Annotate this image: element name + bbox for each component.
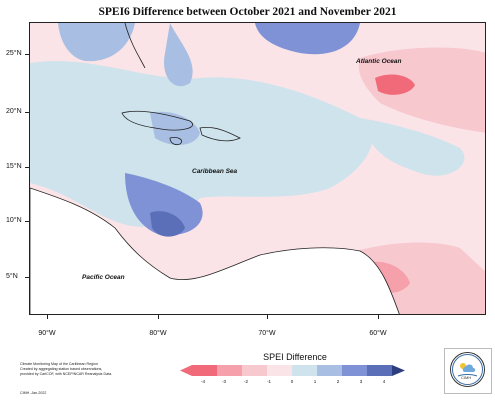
map-canvas: Atlantic Ocean Caribbean Sea Pacific Oce… [30,23,485,314]
legend-arrow-left [180,365,192,376]
logo-text: CIMH [461,375,472,380]
light-blue-zone [360,118,465,176]
hispaniola-outline [199,126,241,142]
map-title: SPEI6 Difference between October 2021 an… [98,6,397,18]
legend-tick: -1 [266,379,272,384]
legend-tick: 4 [382,379,386,384]
dark-blue-zone [150,211,185,237]
label-caribbean: Caribbean Sea [192,168,238,175]
lat-tick [25,54,29,55]
legend-tick: -3 [221,379,227,384]
lat-label-10: 10°N [6,217,22,224]
legend-swatch [317,365,342,376]
legend-title: SPEI Difference [263,352,327,362]
lat-label-15: 15°N [6,163,22,170]
legend-swatch [267,365,292,376]
legend-tick: 2 [336,379,340,384]
lon-tick [267,315,268,319]
spei-map: Atlantic Ocean Caribbean Sea Pacific Oce… [29,22,486,315]
land-south [30,187,400,314]
lat-label-5: 5°N [6,273,18,280]
lon-label-70: 70°W [258,330,276,337]
label-pacific: Pacific Ocean [82,274,125,281]
footer-date: CIMH -Jan-2022 [20,391,47,395]
red-zone [375,74,415,95]
blue-zone [58,23,135,62]
legend-swatch [342,365,367,376]
legend-tick: 0 [290,379,294,384]
legend-tick: 3 [359,379,363,384]
footer-line-2: Created by aggregating station based obs… [20,367,103,372]
jamaica-outline [169,137,183,146]
lon-label-80: 80°W [149,330,167,337]
legend-colorbar [180,365,405,376]
blue-zone [164,23,193,87]
legend-swatch [292,365,317,376]
footer-line-1: Climate Monitoring Map of the Caribbean … [20,362,98,366]
legend-tick: 1 [313,379,317,384]
legend-swatch [242,365,267,376]
pink-zone [358,47,485,133]
cuba-outline [121,110,193,131]
blue-zone [125,173,203,236]
lon-label-90: 90°W [38,330,56,337]
lon-tick [378,315,379,319]
lon-tick [158,315,159,319]
florida-outline [124,23,146,69]
legend-swatch [217,365,242,376]
legend-swatch [367,365,392,376]
lat-label-25: 25°N [6,50,22,57]
legend-swatch [192,365,217,376]
lat-tick [25,112,29,113]
footer-notes: Climate Monitoring Map of the Caribbean … [20,362,170,378]
lon-tick [47,315,48,319]
light-blue-zone [30,60,373,227]
lat-label-20: 20°N [6,108,22,115]
footer-line-3: provided by CariCOF, with NCEP/NCAR Rean… [20,372,113,377]
lat-tick [25,277,29,278]
legend-tick: -4 [200,379,206,384]
cimh-logo-icon [450,352,485,387]
lat-tick [25,221,29,222]
blue-zone [255,23,360,55]
legend-tick: -2 [243,379,249,384]
lat-tick [25,167,29,168]
legend-arrow-right [392,365,405,376]
lon-label-60: 60°W [369,330,387,337]
label-atlantic: Atlantic Ocean [355,58,402,65]
logo-graphic [452,354,483,385]
